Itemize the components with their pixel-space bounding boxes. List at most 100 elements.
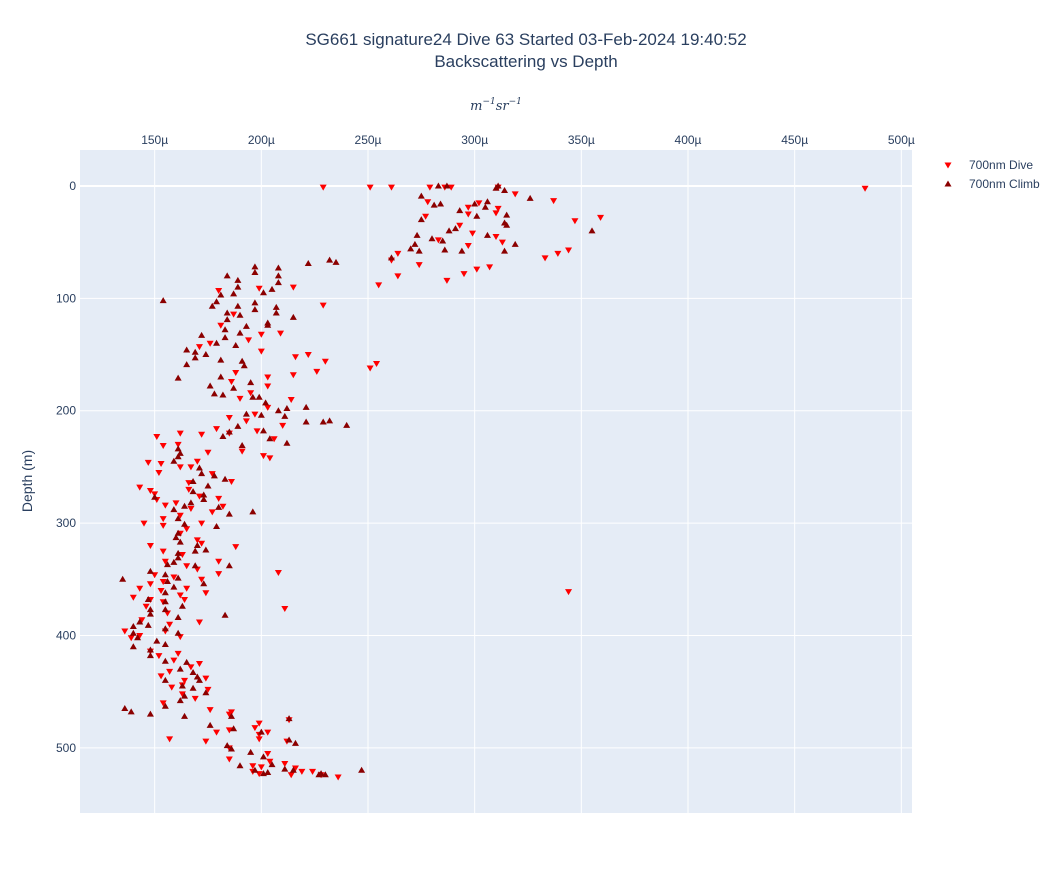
data-point-0-107 — [183, 526, 191, 533]
data-point-0-54 — [313, 368, 321, 375]
data-point-1-6 — [526, 194, 534, 201]
x-tick-label-4: 350µ — [568, 133, 595, 147]
data-point-0-101 — [208, 509, 216, 516]
data-point-1-89 — [283, 404, 291, 411]
data-point-0-79 — [259, 453, 267, 460]
data-point-1-203 — [321, 771, 329, 778]
data-point-0-123 — [159, 579, 167, 586]
data-point-0-50 — [291, 354, 299, 361]
data-point-0-137 — [281, 605, 289, 612]
data-point-0-128 — [157, 588, 165, 595]
data-point-1-159 — [129, 629, 137, 636]
data-point-1-196 — [268, 761, 276, 768]
data-point-0-152 — [187, 664, 195, 671]
data-point-0-175 — [202, 738, 210, 745]
data-point-1-187 — [230, 725, 238, 732]
data-point-0-51 — [321, 358, 329, 365]
data-point-1-135 — [170, 558, 178, 565]
data-point-0-65 — [225, 414, 233, 421]
data-point-0-5 — [447, 184, 455, 191]
data-point-1-181 — [127, 708, 135, 715]
data-point-1-134 — [174, 554, 182, 561]
data-point-1-130 — [193, 542, 201, 549]
x-tick-label-1: 200µ — [248, 133, 275, 147]
data-point-0-81 — [144, 459, 152, 466]
data-point-0-181 — [281, 761, 289, 768]
data-point-1-101 — [266, 435, 274, 442]
data-point-1-102 — [283, 439, 291, 446]
data-point-0-31 — [486, 264, 494, 271]
data-point-1-128 — [172, 534, 180, 541]
data-point-0-184 — [291, 765, 299, 772]
data-point-0-111 — [146, 543, 154, 550]
data-point-0-185 — [298, 768, 306, 775]
data-point-1-192 — [227, 745, 235, 752]
data-point-1-46 — [230, 290, 238, 297]
data-point-1-149 — [178, 602, 186, 609]
data-point-1-153 — [174, 613, 182, 620]
data-point-0-66 — [242, 418, 250, 425]
data-point-1-45 — [259, 289, 267, 296]
data-point-0-165 — [225, 711, 233, 718]
data-point-1-59 — [223, 316, 231, 323]
data-point-1-0 — [443, 182, 451, 189]
data-point-0-32 — [473, 266, 481, 273]
data-point-1-92 — [281, 412, 289, 419]
data-point-1-152 — [146, 610, 154, 617]
data-point-0-76 — [159, 443, 167, 450]
data-point-1-5 — [417, 192, 425, 199]
legend-label-1: 700nm Climb — [969, 177, 1040, 191]
data-point-0-69 — [253, 428, 261, 435]
data-point-1-32 — [411, 240, 419, 247]
data-point-1-129 — [176, 538, 184, 545]
data-point-0-41 — [230, 311, 238, 318]
data-point-1-81 — [230, 384, 238, 391]
data-point-0-102 — [176, 512, 184, 519]
data-point-0-141 — [166, 621, 174, 628]
data-point-1-163 — [161, 640, 169, 647]
data-point-0-78 — [204, 449, 212, 456]
data-point-0-49 — [304, 352, 312, 359]
y-tick-label-4: 400 — [56, 628, 76, 642]
legend-label-0: 700nm Dive — [969, 158, 1033, 172]
legend-marker-1 — [944, 180, 952, 187]
data-point-1-44 — [268, 285, 276, 292]
data-point-1-100 — [219, 433, 227, 440]
data-point-0-9 — [550, 198, 558, 205]
data-point-0-113 — [159, 548, 167, 555]
data-point-1-80 — [247, 379, 255, 386]
data-point-0-89 — [185, 480, 193, 487]
data-point-0-94 — [195, 493, 203, 500]
data-point-1-33 — [326, 256, 334, 263]
y-tick-label-1: 100 — [56, 291, 76, 305]
data-point-1-34 — [304, 259, 312, 266]
data-point-1-204 — [259, 770, 267, 777]
data-point-1-202 — [317, 770, 325, 777]
data-point-0-18 — [571, 218, 579, 225]
data-point-1-43 — [234, 283, 242, 290]
data-point-1-64 — [198, 331, 206, 338]
data-point-0-143 — [121, 628, 129, 635]
data-point-0-129 — [565, 589, 573, 596]
data-point-1-162 — [153, 637, 161, 644]
x-axis-unit-sr-exponent: −1 — [509, 97, 522, 107]
data-point-1-13 — [456, 207, 464, 214]
data-point-0-53 — [366, 365, 374, 372]
data-point-0-148 — [174, 650, 182, 657]
data-point-1-39 — [223, 272, 231, 279]
plot-area — [80, 150, 912, 813]
data-point-0-162 — [159, 700, 167, 707]
data-point-0-17 — [597, 214, 605, 221]
data-point-1-121 — [215, 503, 223, 510]
data-point-1-56 — [236, 311, 244, 318]
data-point-0-45 — [245, 337, 253, 344]
data-point-1-178 — [176, 697, 184, 704]
data-point-1-182 — [146, 710, 154, 717]
data-point-1-122 — [225, 510, 233, 517]
data-point-0-103 — [159, 516, 167, 523]
data-point-1-49 — [213, 298, 221, 305]
data-point-0-116 — [215, 558, 223, 565]
data-point-1-78 — [217, 373, 225, 380]
data-point-0-170 — [264, 729, 272, 736]
data-point-1-82 — [210, 390, 218, 397]
